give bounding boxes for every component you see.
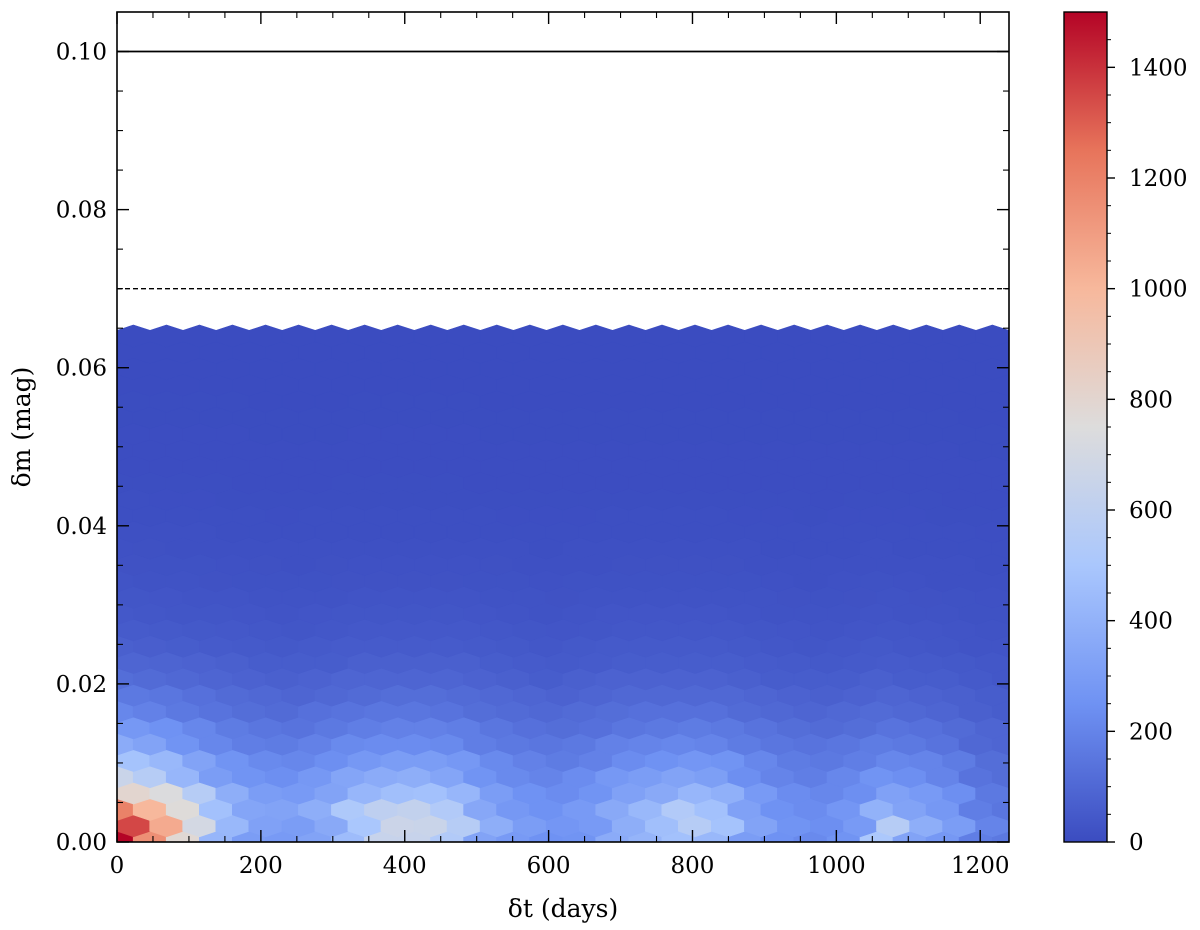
y-tick-label: 0.08 [56,198,107,224]
hexbin-cell [1008,754,1009,767]
hexbin-cell [1008,819,1009,832]
hexbin-cell [1008,395,1009,408]
x-axis-title: δt (days) [508,894,618,923]
colorbar-tick-label: 0 [1129,830,1144,856]
hexbin-cell [1008,787,1009,800]
hexbin-cell [1008,721,1009,734]
x-tick-label: 400 [383,853,427,879]
colorbar-tick-label: 600 [1129,498,1173,524]
colorbar-gradient [1064,12,1107,842]
reference-lines [117,50,1009,290]
hexbin-cell [1008,428,1009,441]
hexbin-cell [1008,591,1009,604]
colorbar-tick-label: 800 [1129,387,1173,413]
x-tick-label: 600 [527,853,571,879]
plot-frame [116,11,1010,843]
axis-ticks [116,12,1009,843]
hexbin-cell [1008,689,1009,702]
hexbin-cell [1008,460,1009,473]
colorbar-tick-label: 200 [1129,719,1173,745]
hexbin-cell [1008,362,1009,375]
y-tick-label: 0.02 [56,672,107,698]
y-tick-label: 0.06 [56,356,107,382]
x-tick-label: 800 [671,853,715,879]
x-tick-label: 200 [239,853,283,879]
y-tick-label: 0.10 [56,40,107,66]
colorbar-tick-label: 1200 [1129,166,1188,192]
x-tick-label: 1200 [951,853,1010,879]
hexbin-cell [1008,558,1009,571]
y-tick-label: 0.04 [56,514,107,540]
y-axis-title: δm (mag) [7,367,36,488]
colorbar: 0 200 400 600 800 1000 1200 1400 [1063,11,1188,856]
hexbin-cell [1008,623,1009,636]
y-tick-label: 0.00 [56,830,107,856]
colorbar-tick-label: 400 [1129,609,1173,635]
y-tick-labels: 0.00 0.02 0.04 0.06 0.08 0.10 [56,40,107,856]
x-tick-labels: 0 200 400 600 800 1000 1200 [110,853,1010,879]
hexbin-cell [1008,493,1009,506]
hexbin-layer [117,324,1009,842]
hexbin-cell [975,324,1009,348]
x-tick-label: 1000 [807,853,866,879]
colorbar-tick-label: 1000 [1129,277,1188,303]
hexbin-cell [1008,330,1009,343]
hexbin-cell [1008,525,1009,538]
hexbin-cell [1008,656,1009,669]
colorbar-ticks: 0 200 400 600 800 1000 1200 1400 [1107,39,1188,856]
colorbar-tick-label: 1400 [1129,55,1188,81]
x-tick-label: 0 [110,853,125,879]
